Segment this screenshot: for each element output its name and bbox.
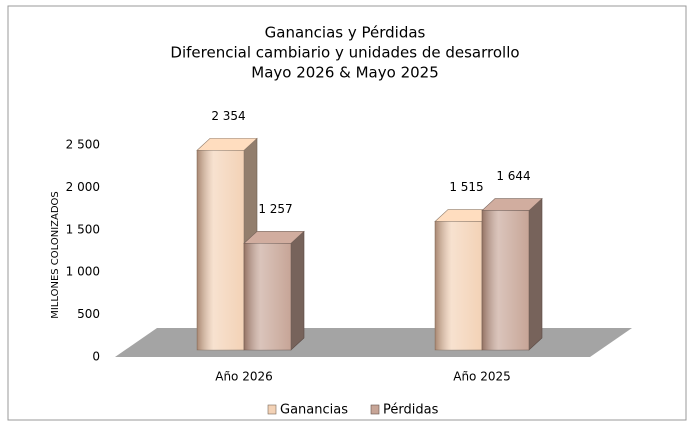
chart-subtitle: Mayo 2026 & Mayo 2025 (251, 64, 439, 82)
bar-shine (244, 243, 291, 350)
data-label: 1 257 (258, 202, 292, 216)
x-tick-label: Año 2025 (453, 370, 511, 384)
data-label: 1 515 (449, 180, 483, 194)
data-label: 2 354 (211, 109, 245, 123)
bar-shine (482, 210, 529, 350)
floor (115, 328, 632, 357)
legend-swatch (370, 404, 380, 415)
chart-title: Ganancias y Pérdidas (265, 24, 426, 42)
bar-side (528, 197, 543, 351)
y-tick-label: 2 500 (66, 138, 100, 152)
legend-label: Ganancias (280, 403, 348, 418)
y-axis-label: MILLONES COLONIZADOS (50, 191, 61, 319)
chart-subtitle: Diferencial cambiario y unidades de desa… (170, 44, 519, 62)
bar-side (290, 230, 305, 351)
y-tick-label: 500 (77, 307, 100, 321)
y-tick-label: 2 000 (66, 180, 100, 194)
y-tick-label: 1 500 (66, 222, 100, 236)
bar-shine (197, 150, 244, 350)
legend-swatch (267, 404, 277, 415)
data-label: 1 644 (496, 169, 530, 183)
x-tick-label: Año 2026 (215, 370, 273, 384)
y-tick-label: 0 (92, 350, 100, 364)
bar (481, 197, 543, 351)
y-tick-label: 1 000 (66, 265, 100, 279)
bar (243, 230, 305, 351)
legend-label: Pérdidas (383, 403, 439, 418)
bar-shine (435, 221, 482, 350)
